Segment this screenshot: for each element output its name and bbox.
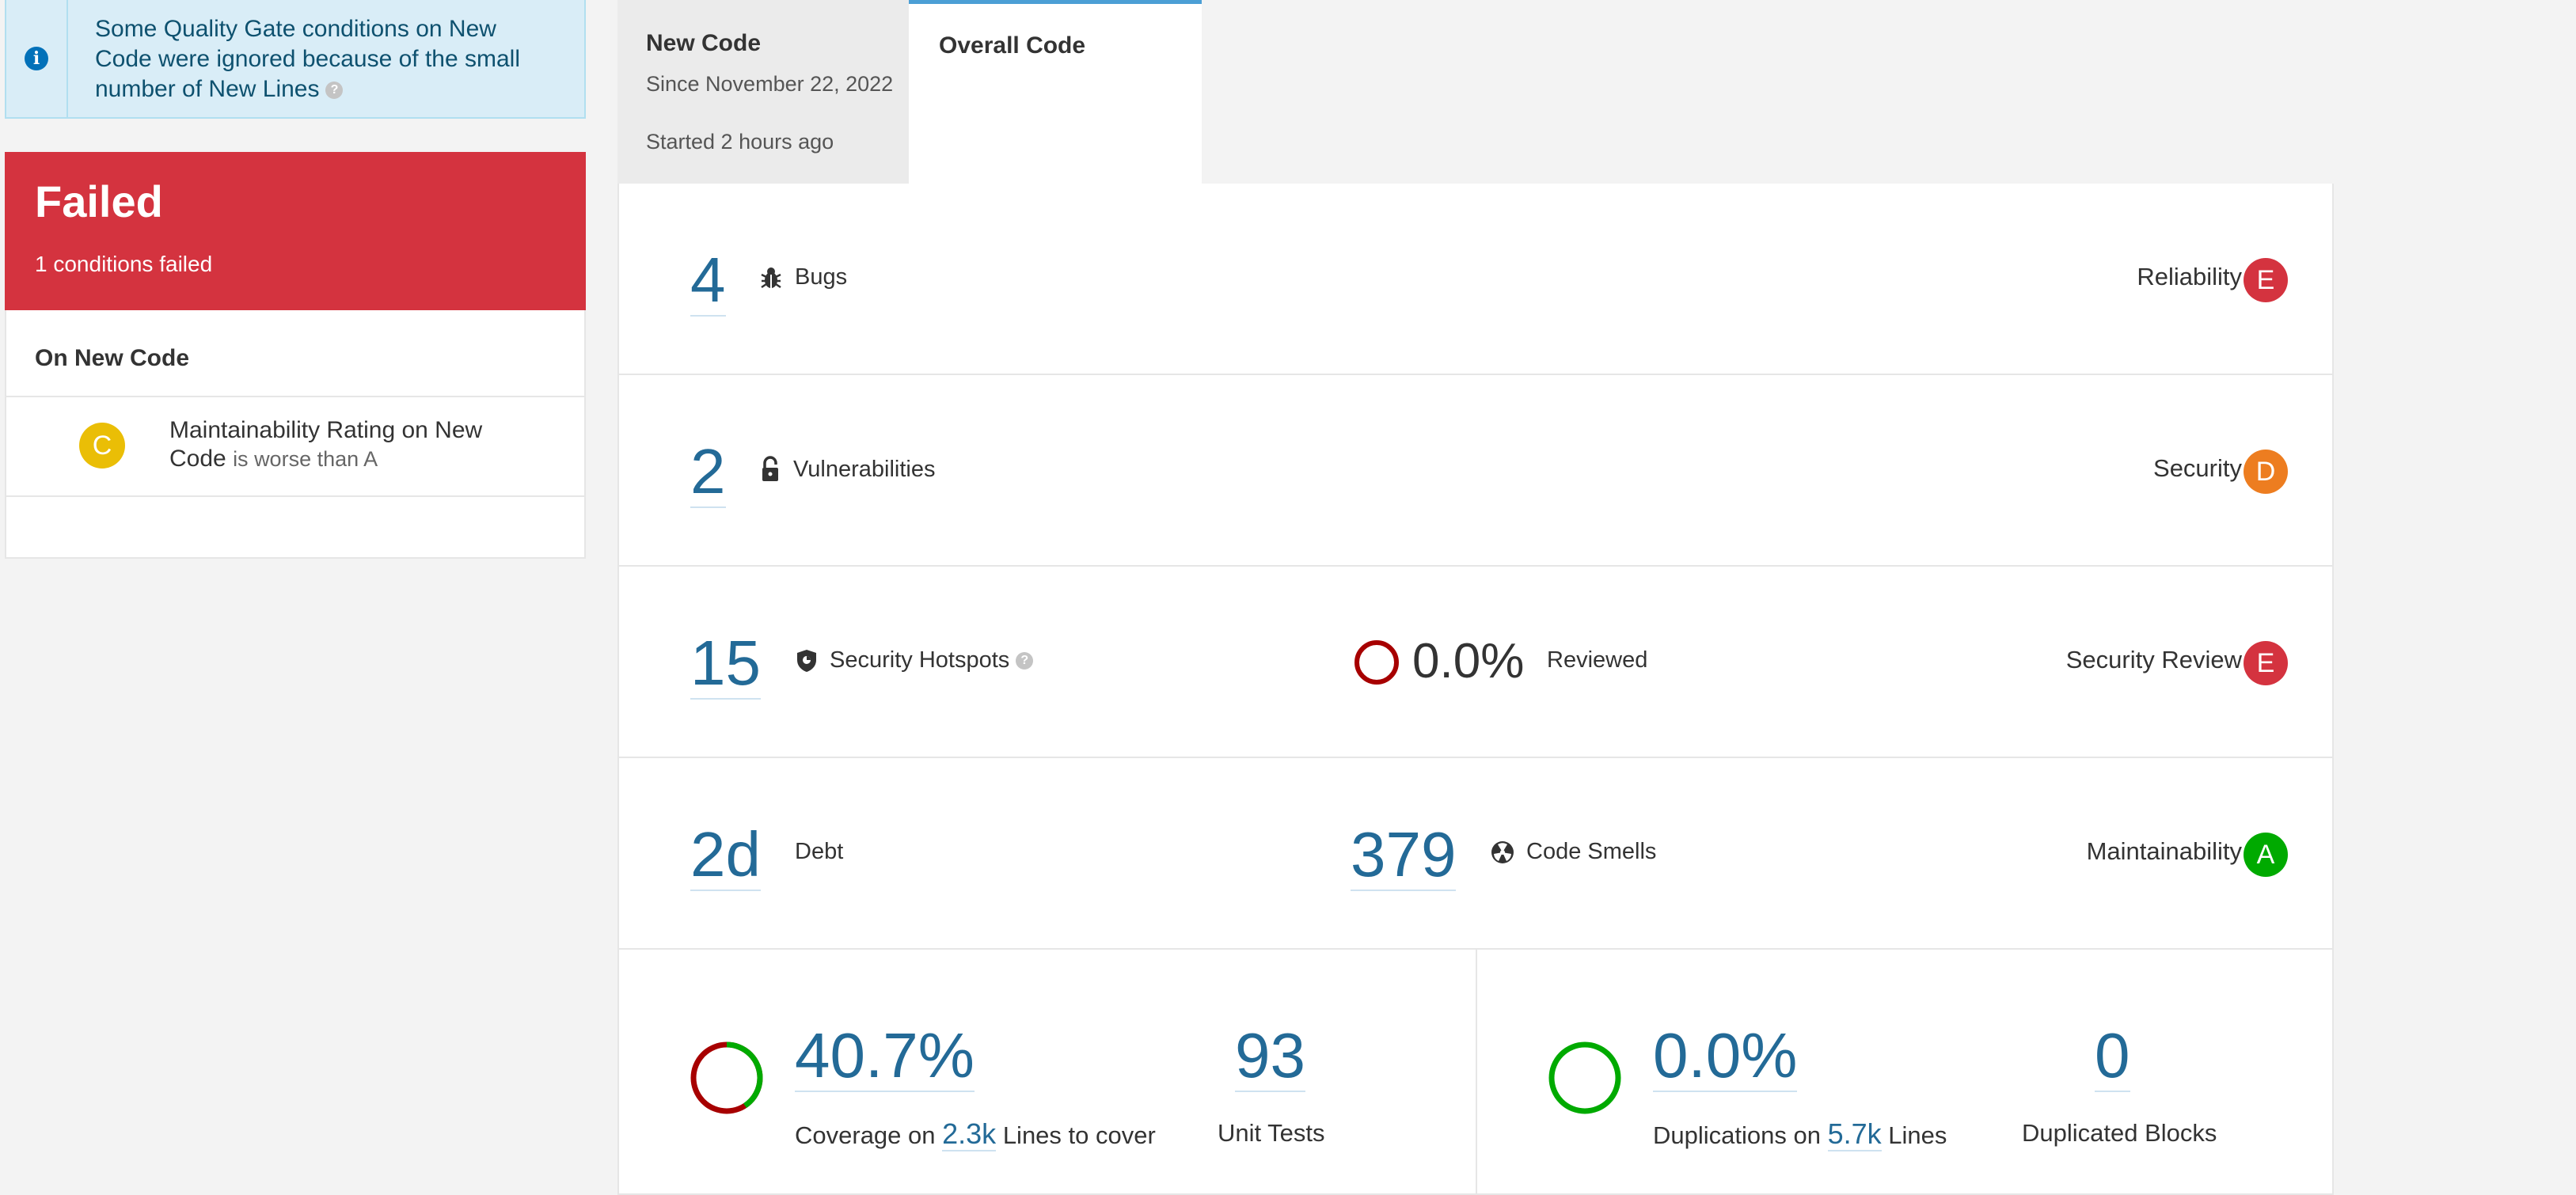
maintainability-rating[interactable]: A [2244,833,2288,877]
duplications-donut-icon[interactable] [1547,1040,1623,1116]
unit-tests-label: Unit Tests [1218,1119,1325,1147]
duplications-percent[interactable]: 0.0% [1653,1020,1798,1092]
maintainability-row: 2d Debt 379 Code Smells Maintainability … [619,758,2332,950]
hotspots-help-icon[interactable]: ? [1016,651,1034,670]
failed-condition-row[interactable]: C Maintainability Rating on New Code is … [6,396,584,497]
measures-panel: 4 Bugs Reliability E 2 Vulnerabilities S… [617,184,2334,1195]
bug-icon [761,267,781,288]
debt-value[interactable]: 2d [690,819,761,891]
tab-new-code-label: New Code [646,30,762,56]
code-smells-label: Code Smells [1490,839,1656,865]
condition-metric: Maintainability Rating on New Code [169,417,483,472]
duplications-lines-link[interactable]: 5.7k [1827,1117,1882,1151]
conditions-section-title: On New Code [35,345,190,371]
coverage-donut-icon[interactable] [689,1040,765,1116]
security-label: Security [2153,454,2242,482]
tab-overall-code-label: Overall Code [939,32,1086,59]
condition-rating-badge: C [79,423,125,469]
security-row: 2 Vulnerabilities Security D [619,375,2332,567]
condition-operator: is worse than A [233,447,378,471]
duplications-label: Duplications on 5.7k Lines [1653,1117,1947,1151]
hotspots-text: Security Hotspots [830,647,1010,673]
reviewed-percent[interactable]: 0.0% [1412,634,1525,689]
security-rating[interactable]: D [2244,450,2288,494]
tab-new-code-started: Started 2 hours ago [646,130,834,154]
security-review-rating[interactable]: E [2244,641,2288,685]
tab-new-code-since: Since November 22, 2022 [646,72,894,96]
info-message-text: Some Quality Gate conditions on New Code… [95,16,520,102]
bottom-divider [1476,950,1477,1195]
help-icon[interactable]: ? [325,82,344,100]
duplications-cell: 0.0% Duplications on 5.7k Lines 0 Duplic… [1477,950,2334,1195]
duplications-label-prefix: Duplications on [1653,1121,1821,1149]
reliability-row: 4 Bugs Reliability E [619,184,2332,375]
duplicated-blocks-label: Duplicated Blocks [2022,1119,2217,1147]
tab-new-code[interactable]: New Code Since November 22, 2022 Started… [617,0,909,184]
coverage-label-suffix: Lines to cover [1002,1121,1156,1149]
reviewed-label: Reviewed [1547,647,1648,673]
duplicated-blocks-count[interactable]: 0 [2095,1020,2130,1092]
tab-overall-code[interactable]: Overall Code [909,0,1202,184]
condition-description: Maintainability Rating on New Code is wo… [169,416,518,473]
vulnerabilities-count[interactable]: 2 [690,436,726,508]
code-smell-icon [1491,840,1514,863]
info-message: Some Quality Gate conditions on New Code… [95,14,554,104]
bugs-text: Bugs [795,264,848,290]
coverage-cell: 40.7% Coverage on 2.3k Lines to cover 93… [619,950,1476,1195]
quality-gate-conditions: On New Code C Maintainability Rating on … [5,310,586,559]
debt-label: Debt [795,839,844,864]
hotspots-label: Security Hotspots? [795,647,1034,673]
bugs-count[interactable]: 4 [690,245,726,317]
coverage-percent[interactable]: 40.7% [795,1020,975,1092]
duplications-label-suffix: Lines [1888,1121,1947,1149]
reliability-label: Reliability [2137,263,2242,290]
coverage-label: Coverage on 2.3k Lines to cover [795,1117,1156,1151]
unlock-icon [762,456,778,481]
vulnerabilities-text: Vulnerabilities [793,456,936,482]
shield-icon [797,649,816,672]
unit-tests-count[interactable]: 93 [1235,1020,1305,1092]
quality-gate-summary: 1 conditions failed [35,252,213,276]
info-icon: i [25,47,48,70]
hotspots-count[interactable]: 15 [690,628,761,700]
maintainability-label: Maintainability [2086,837,2242,865]
code-smells-text: Code Smells [1526,839,1657,864]
security-review-row: 15 Security Hotspots? 0.0% Reviewed Secu… [619,567,2332,758]
info-icon-column: i [6,0,68,117]
lines-to-cover-link[interactable]: 2.3k [942,1117,997,1151]
quality-gate-title: Failed [35,176,163,226]
reviewed-donut-icon [1354,640,1399,685]
vulnerabilities-label: Vulnerabilities [758,456,935,483]
code-smells-count[interactable]: 379 [1351,819,1457,891]
coverage-label-prefix: Coverage on [795,1121,936,1149]
info-banner: i Some Quality Gate conditions on New Co… [5,0,586,119]
bugs-label: Bugs [758,264,847,290]
reliability-rating[interactable]: E [2244,258,2288,302]
quality-gate-status: Failed 1 conditions failed [5,152,586,310]
security-review-label: Security Review [2065,646,2242,673]
